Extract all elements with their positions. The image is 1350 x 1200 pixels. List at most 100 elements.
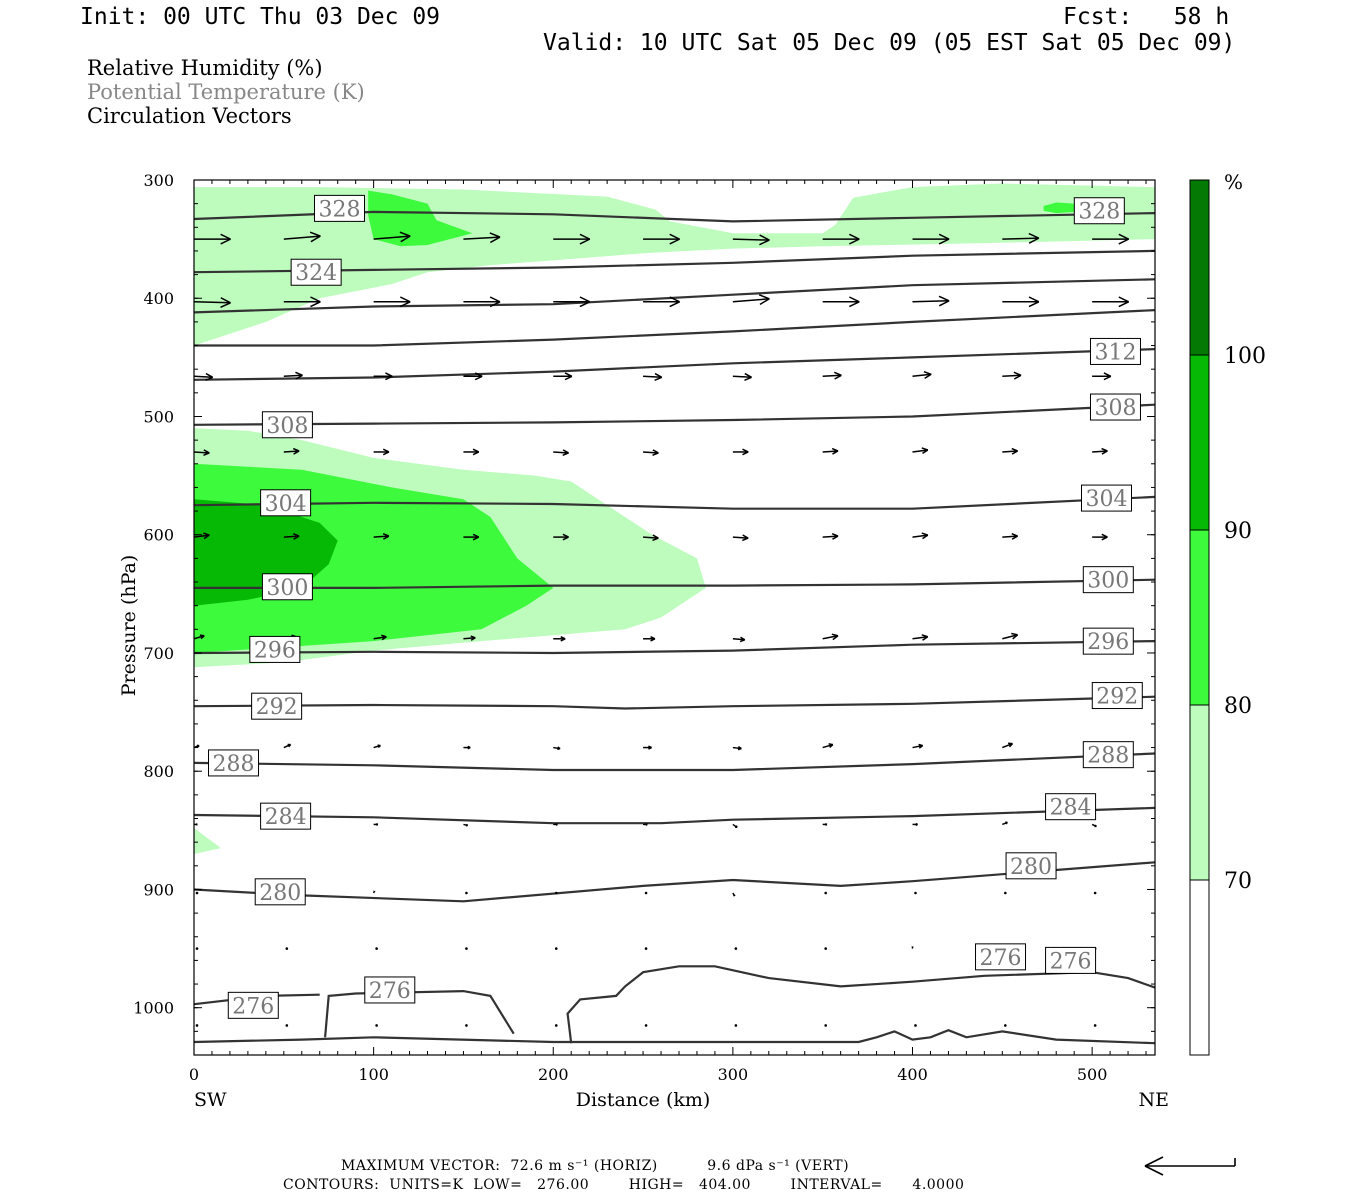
vector-4-6 (732, 534, 749, 542)
vector-head (200, 635, 205, 640)
vector-9-7 (824, 947, 827, 950)
rh-region-70-6 (194, 828, 221, 854)
vector-5-5 (643, 635, 656, 642)
vector-0-7 (822, 233, 860, 245)
vector-head (295, 374, 303, 380)
vector-10-4 (554, 1024, 558, 1027)
vector-shaft (1002, 634, 1018, 640)
theta-label-280-0: 280 (254, 878, 306, 906)
vector-6-4 (553, 746, 561, 751)
theta-label-text: 280 (1010, 855, 1052, 880)
vector-10-3 (465, 1024, 468, 1027)
vector-head (1011, 535, 1018, 540)
vector-head (759, 298, 770, 306)
vector-4-4 (553, 533, 569, 541)
vector-head (489, 236, 501, 244)
vector-0-5 (643, 233, 680, 245)
vector-2-6 (732, 372, 752, 381)
vector-head (288, 744, 292, 748)
vector-7-7 (822, 822, 828, 826)
vector-1-1 (283, 296, 321, 308)
vector-7-2 (373, 822, 379, 826)
vector-0-6 (732, 234, 770, 246)
vector-head (579, 296, 591, 303)
theta-label-276-3: 276 (1045, 946, 1097, 974)
vector-5-8 (912, 634, 929, 641)
y-tick-label: 700 (143, 644, 174, 663)
vector-head (1118, 301, 1130, 308)
theta-label-text: 276 (1050, 949, 1092, 974)
vector-head (831, 633, 839, 637)
theta-label-276-0: 276 (227, 991, 279, 1019)
vector-head (758, 294, 770, 300)
vector-shaft (822, 635, 839, 640)
theta-label-276-2: 276 (975, 943, 1027, 971)
vector-head (922, 636, 929, 641)
theta-label-280-1: 280 (1005, 852, 1057, 880)
vector-shaft (373, 636, 387, 640)
x-tick-label: 200 (538, 1065, 569, 1084)
vector-head (293, 535, 300, 540)
theta-label-text: 312 (1094, 340, 1136, 365)
vector-head (1118, 238, 1130, 245)
vector-head (924, 373, 932, 380)
vector-head (849, 296, 860, 303)
theta-label-304-0: 304 (260, 489, 312, 517)
vector-head (1011, 632, 1018, 636)
vector-head (1103, 372, 1112, 377)
vector-head (938, 295, 950, 302)
theta-label-box (1005, 852, 1057, 880)
theta-label-300-0: 300 (261, 573, 313, 601)
vector-10-7 (824, 1024, 827, 1027)
vector-6-7 (822, 743, 834, 749)
colorbar: 100 90 80 70% (1189, 170, 1266, 1056)
vector-head (385, 372, 393, 377)
vector-head (220, 297, 231, 304)
vector-4-0 (194, 532, 210, 540)
vector-shaft (732, 298, 770, 303)
vector-shaft (822, 374, 842, 378)
vector-head (1013, 374, 1022, 380)
vector-head (1101, 533, 1108, 538)
theta-contour-14 (324, 989, 515, 1038)
vector-head (921, 634, 929, 638)
vector-6-6 (732, 746, 742, 751)
theta-label-292-0: 292 (251, 692, 303, 720)
vector-9-3 (465, 947, 468, 950)
vector-4-7 (822, 533, 839, 540)
vector-head (385, 375, 393, 381)
vector-head (203, 534, 210, 540)
vector-head (309, 231, 321, 237)
vector-head (399, 231, 411, 237)
vector-shaft (283, 535, 300, 538)
theta-label-text: 284 (1050, 796, 1092, 821)
x-tick-label: 100 (358, 1065, 389, 1084)
vector-7-6 (732, 823, 738, 829)
vector-shaft (912, 534, 928, 538)
vector-head (489, 296, 501, 303)
vector-10-9 (1004, 1024, 1007, 1027)
vector-9-5 (644, 947, 648, 950)
vector-8-9 (1004, 891, 1007, 895)
vector-6-5 (643, 745, 652, 750)
theta-label-300-1: 300 (1082, 566, 1134, 594)
theta-label-box (1045, 793, 1097, 821)
vector-shaft (1002, 450, 1018, 453)
vector-head (744, 376, 752, 381)
vector-head (1011, 450, 1018, 455)
vector-5-4 (553, 635, 566, 642)
vector-0-10 (1092, 233, 1130, 245)
vector-head (742, 448, 749, 453)
vector-head (564, 372, 573, 377)
theta-label-292-1: 292 (1091, 682, 1143, 710)
vector-2-7 (822, 371, 842, 380)
theta-contour-3 (194, 309, 1155, 347)
theta-label-text: 296 (1087, 630, 1129, 655)
theta-contour-15 (566, 965, 1155, 1044)
vector-shaft (912, 636, 928, 640)
vector-7-9 (1002, 821, 1008, 826)
vector-7-5 (643, 822, 648, 826)
theta-contour-284 (194, 806, 1155, 825)
theta-label-box (261, 573, 313, 601)
theta-label-box (1082, 566, 1134, 594)
